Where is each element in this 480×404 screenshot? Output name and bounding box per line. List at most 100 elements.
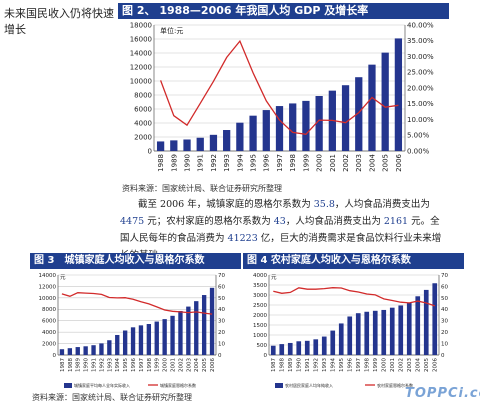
x-tick-label: 2003	[355, 154, 363, 172]
x-tick-label: 2006	[433, 358, 439, 372]
x-tick-label: 1987	[271, 358, 277, 372]
bar	[170, 140, 178, 151]
y-tick-left: 0	[148, 147, 152, 155]
legend-label-bar: 农村居民家庭人均年纯收入	[285, 382, 333, 388]
watermark: TOPPCi.com	[405, 386, 480, 401]
bar	[223, 130, 231, 151]
x-tick-label: 1995	[250, 154, 258, 172]
bar	[183, 139, 191, 151]
bar	[364, 311, 370, 355]
x-tick-label: 2002	[342, 154, 350, 172]
bottom-source: 资料来源：国家统计局、联合证券研究所整理	[32, 393, 192, 402]
para-value-3: 43	[273, 216, 286, 227]
para-text-4: ，人均食品消费支出为	[285, 216, 384, 227]
legend-swatch-bar	[275, 383, 283, 388]
y-tick-left: 16000	[130, 35, 152, 43]
x-tick-label: 1988	[68, 358, 74, 372]
bar	[162, 319, 167, 355]
x-tick-label: 1999	[302, 154, 310, 172]
unit-label: 元	[271, 274, 277, 281]
y-tick-left: 1500	[253, 323, 267, 329]
bar	[341, 85, 350, 151]
bar	[296, 341, 302, 355]
x-tick-label: 2005	[382, 154, 390, 172]
bar	[138, 325, 144, 355]
y-tick-left: 1000	[253, 333, 267, 339]
bar	[249, 115, 257, 151]
para-value-1: 35.8	[313, 199, 335, 210]
bar	[398, 305, 404, 355]
bar	[75, 347, 80, 355]
y-tick-right: 60	[218, 284, 225, 290]
x-tick-label: 1991	[305, 358, 311, 372]
y-tick-right: 10.00%	[407, 116, 434, 124]
y-tick-right: 0.00%	[407, 147, 430, 155]
x-tick-label: 2003	[186, 358, 192, 372]
bar	[313, 339, 319, 355]
y-tick-left: 3500	[253, 283, 267, 289]
chart2-title: 图 3 城镇家庭人均收入与恩格尔系数	[30, 253, 241, 269]
bar	[368, 64, 376, 151]
y-tick-left: 0	[264, 353, 268, 359]
bar	[83, 346, 88, 355]
side-caption: 未来国民收入仍将快速增长	[4, 7, 114, 36]
x-tick-label: 1989	[170, 154, 178, 172]
x-tick-label: 1990	[84, 358, 90, 372]
y-tick-right: 0	[441, 353, 445, 359]
x-tick-label: 2004	[416, 358, 422, 372]
y-tick-right: 70	[218, 273, 225, 279]
y-tick-right: 5.00%	[407, 132, 430, 140]
x-tick-label: 1997	[356, 358, 362, 372]
x-tick-label: 1998	[147, 358, 153, 372]
bar	[67, 348, 73, 355]
x-tick-label: 2006	[395, 153, 403, 171]
y-tick-right: 50	[218, 296, 225, 302]
bar	[347, 316, 353, 355]
x-tick-label: 1989	[76, 358, 82, 372]
x-tick-label: 2003	[407, 358, 413, 372]
para-text-5: 元。全国人民每年的食品消费为	[120, 216, 440, 244]
bar	[122, 330, 128, 355]
para-value-5: 41223	[227, 233, 258, 244]
y-tick-right: 60	[441, 284, 448, 290]
y-tick-left: 10000	[130, 77, 152, 85]
bar	[194, 301, 199, 355]
bar	[289, 103, 297, 151]
y-tick-right: 30.00%	[407, 53, 434, 61]
bar	[209, 287, 215, 355]
x-tick-label: 2000	[163, 358, 169, 372]
y-tick-left: 12000	[39, 284, 57, 290]
chart2-svg: 0 2000 4000 6000 8000 10000 12000 14000 0 10 20 30 4…	[39, 273, 225, 388]
y-tick-left: 14000	[130, 49, 152, 57]
x-tick-label: 1995	[123, 358, 129, 372]
bar	[201, 295, 207, 355]
y-tick-left: 4000	[253, 273, 267, 279]
bar	[330, 330, 336, 355]
x-tick-label: 1999	[373, 358, 379, 372]
bar	[381, 309, 387, 355]
chart1-title: 图 2、 1988—2006 年我国人均 GDP 及增长率	[118, 3, 449, 19]
y-tick-left: 500	[257, 343, 268, 349]
y-tick-left: 4000	[134, 119, 152, 127]
chart2-plot: 0 2000 4000 6000 8000 10000 12000 14000 0 10 20 30 4…	[39, 273, 225, 388]
y-tick-right: 25.00%	[407, 69, 434, 77]
x-tick-label: 2006	[210, 358, 216, 372]
x-tick-label: 2000	[316, 154, 324, 172]
x-tick-label: 1998	[365, 358, 371, 372]
y-tick-left: 6000	[134, 105, 152, 113]
x-tick-label: 2004	[194, 358, 200, 372]
y-tick-right: 50	[441, 296, 448, 302]
x-tick-label: 1992	[99, 358, 105, 372]
bar	[315, 95, 323, 151]
x-tick-label: 1997	[139, 358, 145, 372]
para-value-2: 4475	[120, 216, 145, 227]
bar	[304, 340, 310, 355]
x-tick-label: 2001	[170, 358, 176, 372]
y-tick-right: 30	[441, 319, 448, 325]
bar	[321, 336, 327, 355]
y-tick-right: 0	[218, 353, 222, 359]
bar	[355, 77, 363, 151]
para-text-3: 元；农村家庭的恩格尔系数为	[144, 216, 274, 227]
unit-label: 元	[60, 274, 66, 281]
x-tick-label: 1994	[331, 358, 337, 372]
